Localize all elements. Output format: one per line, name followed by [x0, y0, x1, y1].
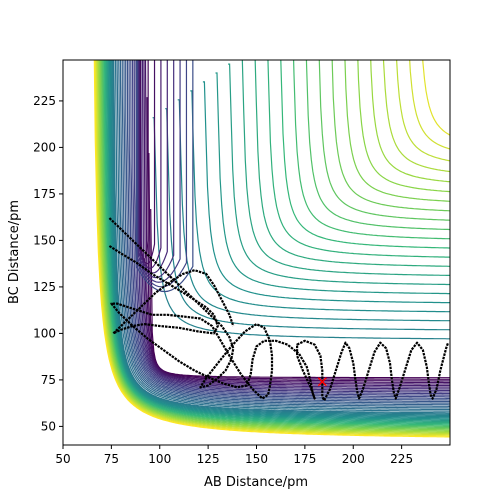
contour-line — [128, 60, 450, 399]
y-axis-ticks: 50 75 100 125 150 175 200 225 — [33, 94, 63, 433]
marker-x — [317, 377, 327, 387]
contour-line — [114, 60, 450, 412]
contour-lines — [93, 60, 450, 438]
contour-line — [148, 152, 450, 380]
contour-line — [138, 60, 450, 390]
contour-line — [103, 60, 450, 426]
x-tick-label: 225 — [390, 452, 413, 466]
x-tick-label: 100 — [148, 452, 171, 466]
contour-line — [357, 60, 450, 193]
x-tick-label: 125 — [197, 452, 220, 466]
contour-line — [241, 60, 450, 276]
marker-stroke — [317, 377, 327, 387]
contour-line — [138, 60, 168, 274]
contour-line — [97, 60, 450, 434]
contour-line — [143, 60, 450, 385]
contour-line — [331, 60, 450, 212]
contour-line — [344, 60, 450, 202]
contour-line — [135, 60, 450, 393]
contour-line — [108, 60, 450, 419]
contour-line — [108, 60, 450, 420]
x-tick-label: 200 — [342, 452, 365, 466]
contour-line — [126, 60, 450, 401]
contour-line — [305, 60, 450, 231]
contour-line — [215, 72, 450, 295]
contour-line — [111, 60, 450, 416]
contour-line — [150, 208, 450, 379]
contour-line — [144, 60, 450, 384]
contour-line — [131, 60, 450, 396]
x-tick-label: 75 — [104, 452, 119, 466]
x-tick-label: 175 — [293, 452, 316, 466]
contour-line — [121, 60, 450, 406]
contour-line — [202, 81, 450, 304]
contour-line — [109, 60, 450, 418]
contour-line — [141, 60, 450, 387]
y-axis-label: BC Distance/pm — [7, 200, 22, 304]
contour-line — [119, 60, 450, 407]
contour-line — [113, 60, 450, 414]
contour-line — [396, 60, 450, 162]
y-tick-label: 200 — [33, 140, 56, 154]
x-tick-label: 50 — [55, 452, 70, 466]
y-tick-label: 50 — [41, 419, 56, 433]
contour-line — [102, 60, 450, 427]
contour-line — [123, 60, 450, 404]
contour-line — [112, 60, 450, 415]
contour-line — [280, 60, 450, 249]
contour-line — [98, 60, 450, 431]
y-tick-label: 125 — [33, 280, 56, 294]
contour-line — [94, 60, 450, 437]
contour-line — [190, 90, 450, 313]
contour-line — [254, 60, 450, 267]
contour-line — [96, 60, 450, 435]
contour-line — [116, 60, 450, 411]
contour-line — [95, 60, 450, 436]
trajectory-path — [108, 217, 450, 402]
contour-line — [99, 60, 450, 430]
x-tick-label: 150 — [245, 452, 268, 466]
contour-line — [140, 60, 450, 388]
contour-line — [422, 60, 450, 136]
contour-line — [125, 60, 450, 403]
contour-line — [101, 60, 450, 428]
contour-line — [105, 60, 450, 424]
y-tick-label: 75 — [41, 373, 56, 387]
contour-line — [110, 60, 450, 417]
contour-line — [370, 60, 450, 183]
contour-line — [133, 60, 450, 395]
contour-line — [136, 60, 450, 391]
y-tick-label: 150 — [33, 233, 56, 247]
contour-line — [136, 60, 181, 283]
y-tick-label: 100 — [33, 326, 56, 340]
contour-line — [152, 117, 450, 340]
trajectory-path — [108, 245, 235, 335]
contour-line — [146, 97, 450, 382]
contour-line — [130, 60, 450, 398]
contour-line — [382, 60, 450, 173]
contour-line — [118, 60, 450, 409]
contour-line — [136, 60, 188, 288]
y-tick-label: 225 — [33, 94, 56, 108]
contour-line — [177, 99, 450, 322]
contour-line — [93, 60, 450, 438]
contour-line — [106, 60, 450, 423]
trajectory — [108, 217, 450, 402]
contour-line — [318, 60, 450, 221]
contour-line — [292, 60, 450, 240]
x-axis-ticks: 50 75 100 125 150 175 200 225 — [55, 445, 413, 466]
y-tick-label: 175 — [33, 187, 56, 201]
contour-line — [409, 60, 450, 150]
contour-line — [104, 60, 450, 425]
contour-line — [267, 60, 450, 258]
contour-line — [100, 60, 450, 429]
contour-line — [228, 63, 450, 286]
contour-line — [135, 60, 194, 293]
contour-line — [98, 60, 450, 432]
x-axis-label: AB Distance/pm — [204, 475, 308, 490]
contour-line — [107, 60, 450, 421]
